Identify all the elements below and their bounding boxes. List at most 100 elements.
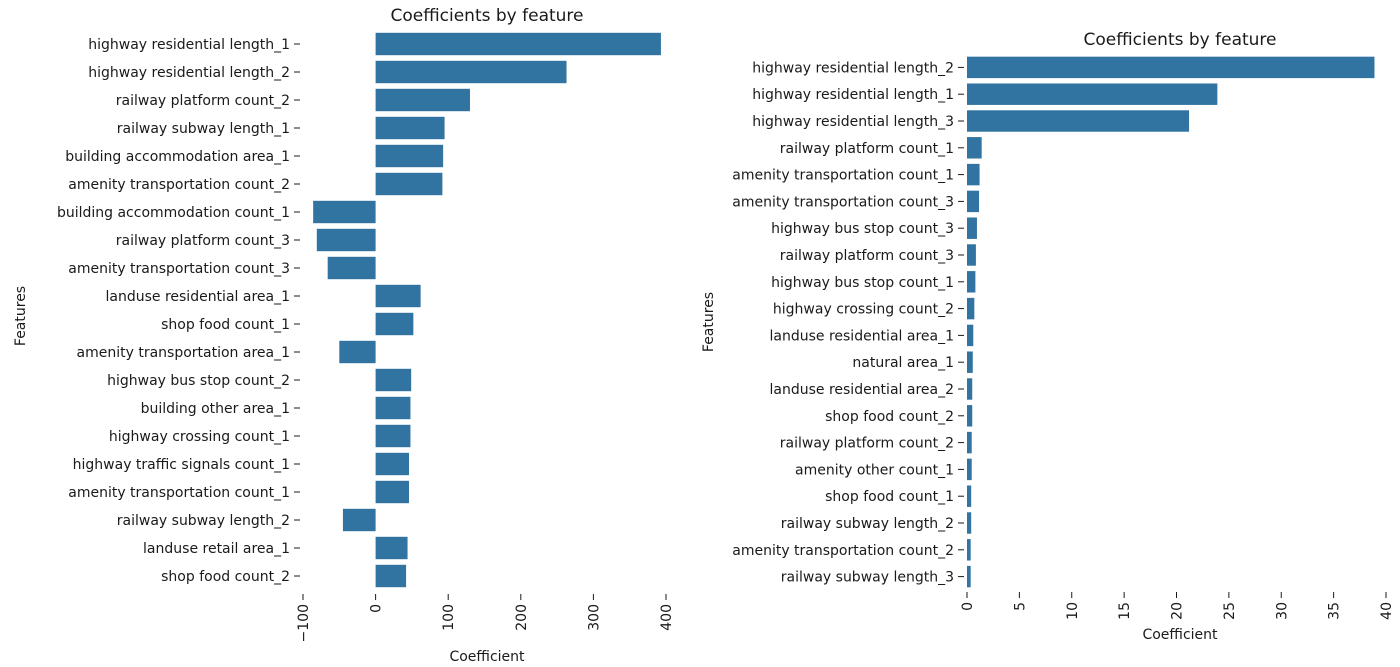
x-tick-label: −100	[296, 604, 312, 642]
bar	[967, 405, 973, 427]
bar	[967, 271, 976, 293]
bar	[967, 431, 972, 454]
chart-right-ylabel: Features	[701, 292, 717, 352]
x-tick-label: 30	[1274, 602, 1290, 620]
y-tick-label: building other area_1	[141, 401, 290, 417]
y-tick-label: shop food count_2	[825, 409, 954, 425]
x-tick-label: 200	[514, 604, 530, 631]
bar	[342, 508, 376, 532]
x-tick-label: 0	[369, 604, 385, 613]
bar	[375, 312, 414, 336]
y-tick-label: building accommodation count_1	[57, 205, 290, 221]
y-tick-label: highway bus stop count_1	[771, 275, 954, 291]
x-tick-label: 5	[1012, 602, 1028, 611]
bar	[967, 244, 976, 266]
bar	[375, 60, 567, 84]
y-tick-label: amenity transportation count_3	[732, 194, 954, 210]
bar	[967, 297, 975, 320]
y-tick-label: amenity other count_1	[795, 462, 954, 478]
bar	[327, 256, 376, 280]
y-tick-label: shop food count_1	[161, 317, 290, 333]
x-tick-label: 25	[1222, 602, 1238, 620]
y-tick-label: highway residential length_1	[752, 87, 954, 103]
bar	[967, 378, 973, 400]
bar	[375, 116, 445, 140]
bar	[967, 163, 980, 186]
y-tick-label: landuse residential area_1	[105, 289, 290, 305]
bar	[375, 424, 411, 448]
bar	[967, 56, 1375, 79]
chart-right: Coefficients by feature Coefficient Feat…	[701, 30, 1395, 643]
bar	[375, 284, 421, 308]
chart-left-bars	[313, 32, 661, 588]
y-tick-label: amenity transportation count_1	[732, 168, 954, 184]
y-tick-label: landuse residential area_2	[769, 382, 954, 398]
y-tick-label: railway platform count_3	[116, 233, 290, 249]
bar	[375, 144, 444, 168]
bar	[375, 452, 409, 476]
y-tick-label: building accommodation area_1	[65, 149, 290, 165]
bar	[967, 458, 972, 481]
bar	[967, 539, 971, 561]
chart-left-ylabel: Features	[13, 286, 29, 346]
y-tick-label: amenity transportation count_1	[68, 485, 290, 501]
y-tick-label: railway platform count_2	[780, 436, 954, 452]
y-tick-label: highway bus stop count_3	[771, 221, 954, 237]
y-tick-label: amenity transportation count_3	[68, 261, 290, 277]
y-tick-label: highway residential length_3	[752, 114, 954, 130]
bar	[967, 512, 972, 534]
x-tick-label: 15	[1117, 602, 1133, 620]
y-tick-label: railway platform count_1	[780, 141, 954, 157]
x-tick-label: 300	[586, 604, 602, 631]
bar	[339, 340, 376, 364]
y-tick-label: landuse retail area_1	[143, 541, 290, 557]
chart-left-x-ticks: −100 0 100 200 300 400	[296, 594, 675, 642]
y-tick-label: railway subway length_2	[781, 516, 954, 532]
bar	[375, 368, 412, 392]
bar	[375, 396, 411, 420]
x-tick-label: 20	[1170, 602, 1186, 620]
chart-right-xlabel: Coefficient	[1142, 627, 1218, 643]
y-tick-label: highway crossing count_1	[109, 429, 290, 445]
y-tick-label: highway residential length_2	[752, 60, 954, 76]
y-tick-label: shop food count_2	[161, 569, 290, 585]
x-tick-label: 10	[1065, 602, 1081, 620]
y-tick-label: landuse residential area_1	[769, 328, 954, 344]
bar	[375, 564, 407, 588]
y-tick-label: highway traffic signals count_1	[73, 457, 290, 473]
bar	[375, 172, 443, 196]
y-tick-label: natural area_1	[852, 355, 954, 371]
y-tick-label: highway bus stop count_2	[107, 373, 290, 389]
y-tick-label: railway subway length_2	[117, 513, 290, 529]
y-tick-label: railway platform count_2	[116, 93, 290, 109]
x-tick-label: 40	[1379, 602, 1395, 620]
bar	[967, 137, 982, 159]
chart-right-title: Coefficients by feature	[1083, 30, 1276, 50]
bar	[967, 351, 973, 373]
bar	[375, 32, 661, 56]
chart-left-title: Coefficients by feature	[390, 6, 583, 26]
bar	[967, 190, 980, 213]
chart-right-bars	[967, 56, 1375, 588]
y-tick-label: amenity transportation count_2	[68, 177, 290, 193]
y-tick-label: railway subway length_3	[781, 570, 954, 586]
bar	[967, 83, 1218, 105]
y-tick-label: amenity transportation area_1	[77, 345, 290, 361]
bar	[967, 565, 971, 588]
x-tick-label: 400	[659, 604, 675, 631]
bar	[316, 228, 376, 252]
x-tick-label: 100	[441, 604, 457, 631]
chart-left-xlabel: Coefficient	[449, 649, 525, 665]
bar	[375, 480, 409, 504]
bar	[313, 200, 376, 224]
bar	[375, 88, 470, 112]
y-tick-label: highway crossing count_2	[773, 302, 954, 318]
y-tick-label: highway residential length_2	[88, 65, 290, 81]
chart-right-x-ticks: 0 5 10 15 20 25 30 35 40	[960, 592, 1395, 620]
bar	[967, 485, 972, 507]
y-tick-label: shop food count_1	[825, 489, 954, 505]
bar	[967, 217, 977, 239]
